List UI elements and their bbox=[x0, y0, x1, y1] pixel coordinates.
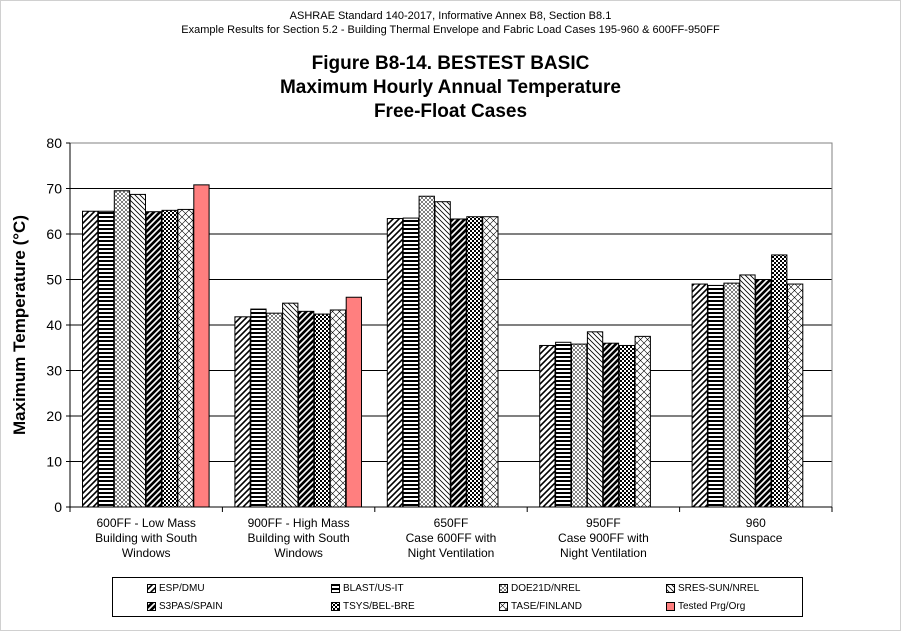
x-category-labels: 600FF - Low Mass Building with South Windo… bbox=[95, 516, 783, 560]
bar-tsys-bel-bre bbox=[313, 313, 331, 508]
bar-tsys-bel-bre bbox=[771, 254, 788, 508]
bar-esp-dmu bbox=[386, 218, 404, 508]
y-tick-label: 20 bbox=[46, 408, 62, 424]
bar-tested-prg-org bbox=[193, 184, 210, 508]
bar-esp-dmu bbox=[691, 283, 708, 508]
y-tick-label: 30 bbox=[46, 363, 62, 379]
bar-s3pas-spain bbox=[145, 211, 162, 508]
legend-label: TASE/FINLAND bbox=[511, 600, 582, 612]
bar-blast-us-it bbox=[402, 217, 420, 508]
y-tick-labels: 0 10 20 30 40 50 60 70 80 bbox=[46, 135, 70, 515]
y-tick-label: 40 bbox=[46, 317, 62, 333]
x-category-label: 960 Sunspace bbox=[729, 516, 783, 545]
bar-sres-sun-nrel bbox=[282, 302, 299, 508]
bar-tase-finland bbox=[329, 309, 347, 508]
bar-tase-finland bbox=[787, 283, 804, 508]
bar-chart: 0 10 20 30 40 50 60 70 80 600FF - Low Mass Buildi… bbox=[10, 135, 833, 560]
legend-label: DOE21D/NREL bbox=[511, 582, 581, 594]
legend-swatch bbox=[147, 601, 156, 611]
x-category-label: 950FF Case 900FF with Night Ventilation bbox=[558, 516, 649, 560]
bar-doe21d-nrel bbox=[723, 282, 740, 508]
y-tick-label: 10 bbox=[46, 454, 62, 470]
legend: ESP/DMU BLAST/US-IT DOE21D/NREL SRES-SUN/NR… bbox=[112, 577, 803, 617]
x-category-label: 600FF - Low Mass Building with South Windo… bbox=[95, 516, 197, 560]
x-category-label: 900FF - High Mass Building with South Wind… bbox=[248, 516, 350, 560]
bar-doe21d-nrel bbox=[418, 195, 435, 508]
legend-swatch bbox=[331, 583, 340, 593]
bar-blast-us-it bbox=[97, 210, 115, 508]
legend-item: TASE/FINLAND bbox=[499, 599, 582, 613]
bar-sres-sun-nrel bbox=[586, 331, 604, 508]
legend-swatch bbox=[666, 583, 675, 593]
bar-s3pas-spain bbox=[602, 342, 620, 508]
legend-label: ESP/DMU bbox=[159, 582, 205, 594]
y-tick-label: 0 bbox=[54, 499, 62, 515]
bar-esp-dmu bbox=[234, 316, 251, 508]
bar-s3pas-spain bbox=[755, 279, 772, 508]
bars bbox=[82, 184, 804, 508]
legend-item: DOE21D/NREL bbox=[499, 581, 580, 595]
bar-blast-us-it bbox=[250, 308, 267, 508]
x-category-label: 650FF Case 600FF with Night Ventilation bbox=[406, 516, 497, 560]
legend-label: TSYS/BEL-BRE bbox=[343, 600, 415, 612]
bar-tested-prg-org bbox=[345, 296, 363, 508]
bar-tase-finland bbox=[634, 335, 651, 508]
bar-tsys-bel-bre bbox=[161, 209, 178, 508]
legend-item: BLAST/US-IT bbox=[331, 581, 404, 595]
y-tick-label: 60 bbox=[46, 226, 62, 242]
header-line-1: ASHRAE Standard 140-2017, Informative An… bbox=[289, 10, 612, 22]
legend-item: TSYS/BEL-BRE bbox=[331, 599, 415, 613]
chart-title-line-1: Figure B8-14. BESTEST BASIC bbox=[311, 53, 590, 74]
y-axis-label: Maximum Temperature (°C) bbox=[10, 215, 29, 435]
bar-doe21d-nrel bbox=[113, 190, 131, 508]
legend-label: S3PAS/SPAIN bbox=[159, 600, 223, 612]
legend-item: SRES-SUN/NREL bbox=[666, 581, 759, 595]
bar-s3pas-spain bbox=[450, 218, 467, 508]
y-tick-label: 70 bbox=[46, 181, 62, 197]
bar-sres-sun-nrel bbox=[434, 201, 451, 508]
legend-swatch bbox=[666, 601, 675, 611]
bar-tase-finland bbox=[482, 216, 499, 508]
y-tick-label: 50 bbox=[46, 272, 62, 288]
legend-swatch bbox=[499, 601, 508, 611]
chart-title-line-3: Free-Float Cases bbox=[373, 101, 528, 122]
legend-item: S3PAS/SPAIN bbox=[147, 599, 223, 613]
bar-blast-us-it bbox=[555, 341, 572, 508]
legend-item: ESP/DMU bbox=[147, 581, 205, 595]
legend-swatch bbox=[147, 583, 156, 593]
bar-tsys-bel-bre bbox=[618, 344, 636, 508]
bar-tase-finland bbox=[177, 208, 194, 508]
header-line-2: Example Results for Section 5.2 - Buildi… bbox=[181, 24, 720, 36]
chart-title-line-2: Maximum Hourly Annual Temperature bbox=[279, 77, 621, 98]
legend-item: Tested Prg/Org bbox=[666, 599, 745, 613]
legend-label: BLAST/US-IT bbox=[343, 582, 404, 594]
bar-tsys-bel-bre bbox=[466, 216, 483, 508]
bar-esp-dmu bbox=[539, 344, 556, 508]
legend-label: SRES-SUN/NREL bbox=[678, 582, 760, 594]
bar-blast-us-it bbox=[707, 284, 724, 508]
legend-swatch bbox=[331, 601, 340, 611]
bar-doe21d-nrel bbox=[266, 312, 283, 508]
bar-doe21d-nrel bbox=[571, 343, 588, 508]
legend-swatch bbox=[499, 583, 508, 593]
y-tick-label: 80 bbox=[46, 135, 62, 151]
legend-label: Tested Prg/Org bbox=[678, 600, 746, 612]
bar-s3pas-spain bbox=[298, 310, 315, 508]
bar-sres-sun-nrel bbox=[739, 274, 756, 508]
bar-sres-sun-nrel bbox=[129, 193, 146, 508]
bar-esp-dmu bbox=[82, 210, 99, 508]
